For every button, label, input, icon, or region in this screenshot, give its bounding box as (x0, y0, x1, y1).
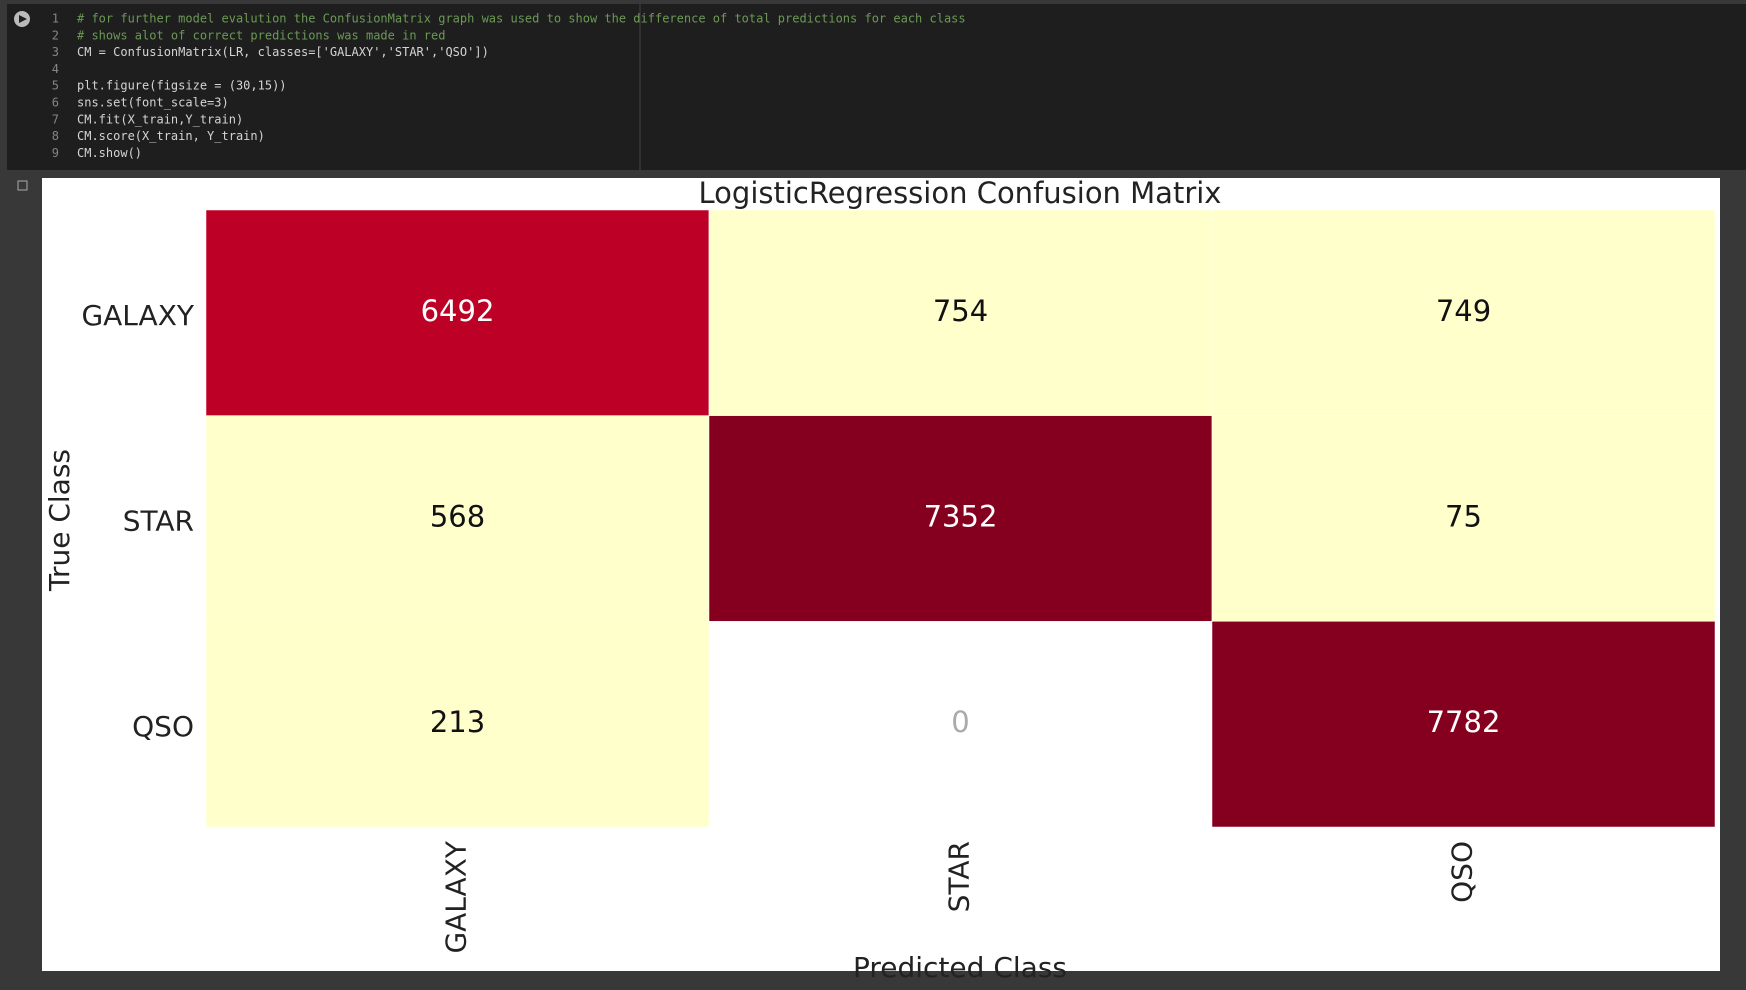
line-number: 9 (52, 146, 59, 160)
cell-label: 7352 (924, 500, 998, 534)
cell (709, 621, 1212, 827)
x-axis-label: Predicted Class (853, 951, 1067, 984)
code-line: CM.fit(X_train,Y_train) (77, 112, 243, 126)
cell-label: 749 (1436, 294, 1491, 328)
code-line: # for further model evalution the Confus… (77, 12, 966, 26)
cell (205, 415, 710, 622)
line-number: 1 (52, 12, 59, 26)
cell (1211, 415, 1716, 622)
cell (708, 415, 1213, 622)
cell-label: 213 (430, 705, 485, 739)
x-tick-label: GALAXY (440, 840, 473, 953)
x-tick-label: STAR (943, 841, 976, 912)
cell-label: 6492 (421, 294, 495, 328)
code-line: CM.show() (77, 146, 142, 160)
cell (1211, 209, 1716, 416)
code-line: plt.figure(figsize = (30,15)) (77, 79, 287, 93)
code-cell (7, 4, 1746, 170)
code-line: # shows alot of correct predictions was … (77, 28, 445, 42)
output-icon[interactable] (17, 180, 28, 191)
y-tick-label: STAR (123, 505, 194, 538)
run-icon (19, 15, 27, 23)
cell-label: 7782 (1427, 705, 1501, 739)
chart: LogisticRegression Confusion Matrix Pred… (43, 176, 1716, 984)
cell-label: 0 (951, 705, 969, 739)
line-number: 8 (52, 129, 59, 143)
cell (708, 209, 1213, 416)
code-line: CM = ConfusionMatrix(LR, classes=['GALAX… (77, 45, 489, 59)
line-number: 5 (52, 79, 59, 93)
cell (205, 621, 710, 828)
line-number: 4 (52, 62, 59, 76)
code-line: CM.score(X_train, Y_train) (77, 129, 265, 143)
line-number: 7 (52, 112, 59, 126)
line-number: 3 (52, 45, 59, 59)
y-axis-label: True Class (43, 449, 76, 592)
x-tick-label: QSO (1446, 841, 1479, 903)
line-number: 6 (52, 96, 59, 110)
cell (1211, 621, 1716, 828)
y-tick-label: QSO (132, 710, 194, 743)
code-line: sns.set(font_scale=3) (77, 96, 229, 110)
cell-label: 75 (1445, 500, 1482, 534)
line-number: 2 (52, 28, 59, 42)
cell-label: 754 (933, 294, 988, 328)
cell-label: 568 (430, 500, 485, 534)
chart-title: LogisticRegression Confusion Matrix (699, 176, 1222, 210)
y-tick-label: GALAXY (81, 299, 194, 332)
